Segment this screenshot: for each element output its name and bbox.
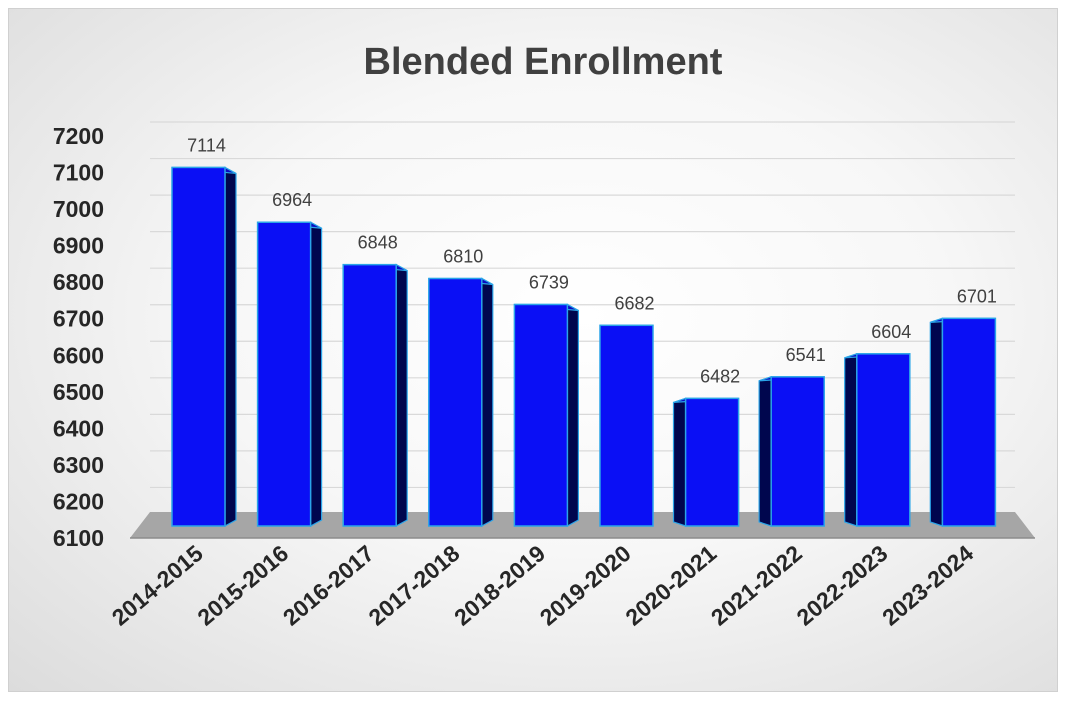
y-tick-label: 6500 bbox=[53, 379, 104, 405]
bar-front bbox=[941, 317, 997, 527]
bar-front bbox=[256, 221, 312, 527]
bar bbox=[342, 263, 408, 528]
data-label: 6810 bbox=[443, 247, 483, 267]
data-labels: 7114 6964 6848 6810 6739 6682 6482 6541 6604 6701 bbox=[187, 135, 997, 386]
bar-side bbox=[224, 166, 237, 528]
data-label: 6682 bbox=[614, 293, 654, 313]
x-tick-label: 2017-2018 bbox=[364, 540, 465, 631]
data-label: 7114 bbox=[187, 135, 226, 155]
bar-front bbox=[342, 263, 397, 527]
bar-side bbox=[758, 376, 772, 527]
y-tick-label: 7200 bbox=[53, 123, 104, 149]
data-label: 6604 bbox=[871, 322, 911, 342]
x-tick-label: 2023-2024 bbox=[877, 540, 978, 631]
bar bbox=[758, 376, 825, 527]
bar bbox=[256, 221, 323, 528]
bar-front bbox=[770, 376, 825, 527]
bar-side bbox=[395, 263, 408, 528]
y-tick-label: 6700 bbox=[53, 306, 104, 332]
y-tick-label: 6400 bbox=[53, 415, 104, 441]
bar-side bbox=[310, 221, 323, 528]
bar-side bbox=[844, 352, 858, 527]
y-tick-label: 6600 bbox=[53, 342, 104, 368]
x-tick-label: 2016-2017 bbox=[278, 540, 379, 631]
bar-side bbox=[929, 317, 944, 527]
chart-title: Blended Enrollment bbox=[364, 41, 723, 83]
x-tick-label: 2019-2020 bbox=[535, 540, 636, 631]
bar-front bbox=[513, 303, 569, 527]
y-tick-label: 6900 bbox=[53, 233, 104, 259]
bar bbox=[171, 166, 237, 528]
x-tick-label: 2015-2016 bbox=[192, 540, 293, 631]
y-tick-label: 7100 bbox=[53, 160, 104, 186]
y-tick-label: 7000 bbox=[53, 196, 104, 222]
x-tick-label: 2014-2015 bbox=[107, 540, 208, 631]
y-tick-label: 6300 bbox=[53, 452, 104, 478]
data-label: 6482 bbox=[700, 366, 740, 386]
y-tick-label: 6800 bbox=[53, 269, 104, 295]
data-label: 6541 bbox=[786, 345, 826, 365]
bar bbox=[428, 277, 494, 528]
data-label: 6739 bbox=[529, 272, 569, 292]
bar bbox=[672, 397, 740, 527]
y-axis: 6100 6200 6300 6400 6500 6600 6700 6800 6900 7000… bbox=[53, 123, 104, 551]
bar-side bbox=[481, 277, 494, 528]
bar-front bbox=[599, 324, 654, 527]
bar bbox=[929, 317, 997, 527]
bar-side bbox=[672, 397, 687, 527]
x-tick-label: 2018-2019 bbox=[449, 540, 550, 631]
bars bbox=[171, 166, 997, 528]
bar bbox=[599, 324, 654, 527]
x-tick-label: 2022-2023 bbox=[792, 540, 893, 631]
data-label: 6701 bbox=[957, 286, 997, 306]
y-tick-label: 6200 bbox=[53, 488, 104, 514]
data-label: 6964 bbox=[272, 190, 312, 210]
x-tick-label: 2021-2022 bbox=[706, 540, 807, 631]
bar-front bbox=[684, 397, 740, 527]
bar-front bbox=[856, 353, 911, 527]
x-tick-label: 2020-2021 bbox=[620, 540, 721, 631]
bar bbox=[844, 352, 911, 527]
bar-side bbox=[566, 303, 580, 528]
data-label: 6848 bbox=[358, 233, 398, 253]
y-tick-label: 6100 bbox=[53, 525, 104, 551]
x-axis: 2014-20152015-20162016-20172017-20182018… bbox=[107, 540, 979, 631]
bar-front bbox=[171, 166, 226, 527]
bar-front bbox=[428, 277, 483, 527]
bar bbox=[513, 303, 580, 528]
